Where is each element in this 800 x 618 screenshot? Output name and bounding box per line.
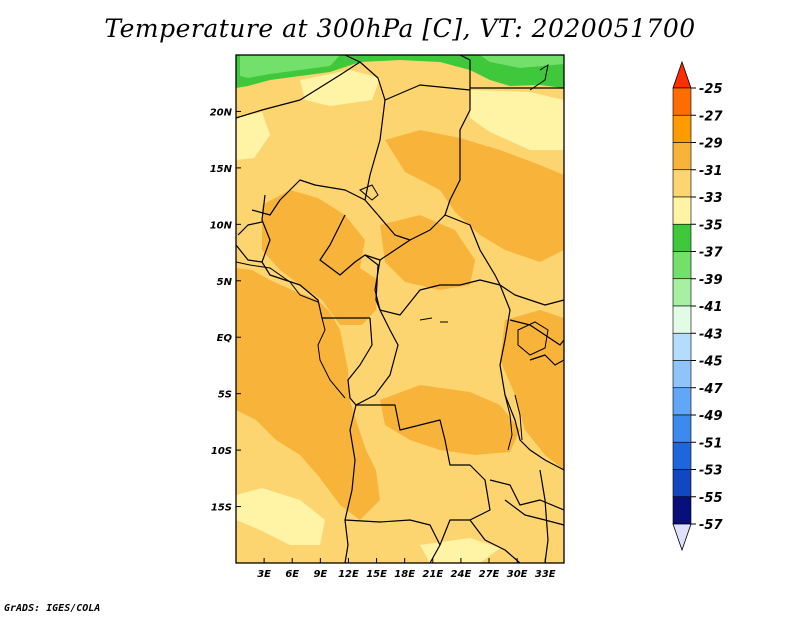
- field-band-central: [380, 215, 475, 290]
- field-band-north-lightgreen-2: [480, 55, 564, 68]
- colorbar-segment: [672, 332, 692, 361]
- x-tick-label: 24E: [451, 569, 472, 580]
- colorbar-label: -33: [699, 191, 723, 206]
- colorbar-label: -31: [699, 164, 723, 179]
- x-tick-label: 33E: [535, 569, 556, 580]
- colorbar-label: -49: [699, 409, 723, 424]
- x-tick-label: 9E: [313, 569, 327, 580]
- x-tick-label: 6E: [285, 569, 299, 580]
- y-axis-ticks: 20N 15N 10N 5N EQ 5S 10S 15S: [210, 107, 241, 514]
- y-tick-label: 10S: [211, 446, 232, 457]
- y-tick-label: 5N: [217, 277, 233, 288]
- y-tick-label: 5S: [218, 390, 232, 401]
- y-tick-label: 20N: [210, 107, 233, 118]
- colorbar-segment: [672, 87, 692, 116]
- colorbar-label: -29: [699, 137, 723, 152]
- field-band-north-lightgreen: [240, 55, 340, 78]
- credit-text: GrADS: IGES/COLA: [4, 603, 101, 614]
- map-panel: [235, 54, 565, 564]
- field-band-sudan: [385, 130, 564, 262]
- field-band-southwest: [236, 268, 380, 520]
- y-tick-label: EQ: [217, 333, 233, 344]
- colorbar-segment: [672, 360, 692, 389]
- colorbar-label: -39: [699, 273, 723, 288]
- colorbar-segment: [672, 278, 692, 307]
- x-tick-label: 15E: [366, 569, 387, 580]
- colorbar: -25 -27 -29 -31 -33 -35 -37 -39 -41 -43 -45 -47 -49 -…: [672, 60, 723, 552]
- colorbar-segment: [672, 169, 692, 198]
- x-tick-label: 3E: [257, 569, 271, 580]
- x-tick-label: 12E: [338, 569, 359, 580]
- colorbar-segment: [672, 414, 692, 443]
- x-tick-label: 27E: [479, 569, 500, 580]
- field-band-congo-south: [380, 385, 520, 455]
- colorbar-label: -37: [699, 246, 723, 261]
- map-title: Temperature at 300hPa [C], VT: 202005170…: [104, 14, 696, 43]
- colorbar-label: -57: [699, 518, 723, 533]
- colorbar-segment: [672, 142, 692, 171]
- colorbar-label: -27: [699, 109, 723, 124]
- colorbar-segment: [672, 496, 692, 525]
- colorbar-segment: [672, 441, 692, 470]
- y-tick-label: 15N: [210, 164, 233, 175]
- colorbar-label: -35: [699, 218, 723, 233]
- field-band-east: [500, 310, 564, 470]
- colorbar-bottom-arrow: [672, 523, 692, 552]
- colorbar-top-arrow: [672, 60, 692, 89]
- colorbar-label: -47: [699, 382, 723, 397]
- colorbar-segment: [672, 305, 692, 334]
- coastlines-lakes: [235, 63, 549, 451]
- colorbar-segment: [672, 196, 692, 225]
- field-light-southwest: [236, 488, 325, 545]
- y-tick-label: 15S: [211, 503, 232, 514]
- colorbar-segment: [672, 223, 692, 252]
- colorbar-segment: [672, 387, 692, 416]
- field-light-west: [236, 112, 270, 160]
- colorbar-segment: [672, 251, 692, 280]
- x-tick-label: 30E: [507, 569, 528, 580]
- x-tick-label: 18E: [394, 569, 415, 580]
- colorbar-segment: [672, 469, 692, 498]
- field-light-north: [300, 70, 380, 106]
- colorbar-label: -25: [699, 82, 723, 97]
- colorbar-label: -43: [699, 327, 723, 342]
- colorbar-label: -53: [699, 464, 723, 479]
- field-band-cameroon: [262, 190, 378, 325]
- y-tick-label: 10N: [210, 220, 233, 231]
- x-axis-ticks: 3E 6E 9E 12E 15E 18E 21E 24E 27E 30E 33E: [257, 558, 556, 580]
- field-light-northeast: [470, 90, 564, 150]
- colorbar-label: -51: [699, 436, 723, 451]
- map-frame: [235, 54, 565, 564]
- colorbar-label: -41: [699, 300, 723, 315]
- colorbar-segment: [672, 114, 692, 143]
- colorbar-label: -45: [699, 355, 723, 370]
- colorbar-label: -55: [699, 491, 723, 506]
- country-borders: [235, 54, 565, 564]
- x-tick-label: 21E: [422, 569, 443, 580]
